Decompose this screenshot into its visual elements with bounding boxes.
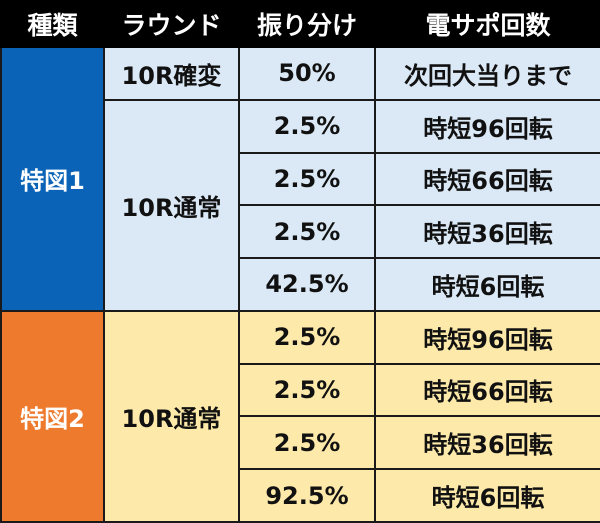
table-row: 2.5% 時短36回転 — [1, 415, 600, 471]
header-support: 電サポ回数 — [374, 0, 600, 48]
support-cell: 時短6回転 — [374, 468, 600, 523]
support-cell: 次回大当りまで — [374, 46, 600, 101]
round-cell: 10R通常 — [103, 309, 240, 523]
header-kind: 種類 — [0, 0, 105, 48]
header-row: 種類 ラウンド 振り分け 電サポ回数 — [0, 0, 600, 48]
round-cell: 10R確変 — [103, 46, 240, 101]
support-cell: 時短36回転 — [374, 415, 600, 471]
table-row: 特図2 10R通常 2.5% 時短96回転 — [0, 309, 600, 523]
support-cell: 時短6回転 — [374, 257, 600, 312]
table-row: 2.5% 時短66回転 — [1, 362, 600, 418]
ratio-cell: 2.5% — [238, 98, 376, 154]
kind-cell-tokuzu1: 特図1 — [0, 46, 105, 312]
support-cell: 時短66回転 — [374, 362, 600, 418]
ratio-cell: 92.5% — [238, 468, 376, 523]
header-round: ラウンド — [103, 0, 240, 48]
kind-cell-tokuzu2: 特図2 — [0, 309, 105, 523]
table-row: 10R通常 2.5% 時短96回転 — [1, 98, 600, 312]
header-ratio: 振り分け — [238, 0, 376, 48]
ratio-cell: 2.5% — [238, 204, 376, 260]
ratio-cell: 42.5% — [238, 257, 376, 312]
support-cell: 時短36回転 — [374, 204, 600, 260]
table-row: 92.5% 時短6回転 — [1, 468, 600, 523]
table-row: 特図1 10R確変 50% 次回大当りまで — [0, 46, 600, 312]
ratio-cell: 2.5% — [238, 362, 376, 418]
table-row: 2.5% 時短36回転 — [1, 204, 600, 260]
support-cell: 時短66回転 — [374, 151, 600, 207]
round-cell: 10R通常 — [103, 98, 240, 312]
table-row: 42.5% 時短6回転 — [1, 257, 600, 312]
ratio-cell: 2.5% — [238, 151, 376, 207]
ratio-cell: 2.5% — [238, 309, 376, 365]
support-cell: 時短96回転 — [374, 309, 600, 365]
ratio-cell: 50% — [238, 46, 376, 101]
support-cell: 時短96回転 — [374, 98, 600, 154]
ratio-cell: 2.5% — [238, 415, 376, 471]
table-row: 2.5% 時短66回転 — [1, 151, 600, 207]
